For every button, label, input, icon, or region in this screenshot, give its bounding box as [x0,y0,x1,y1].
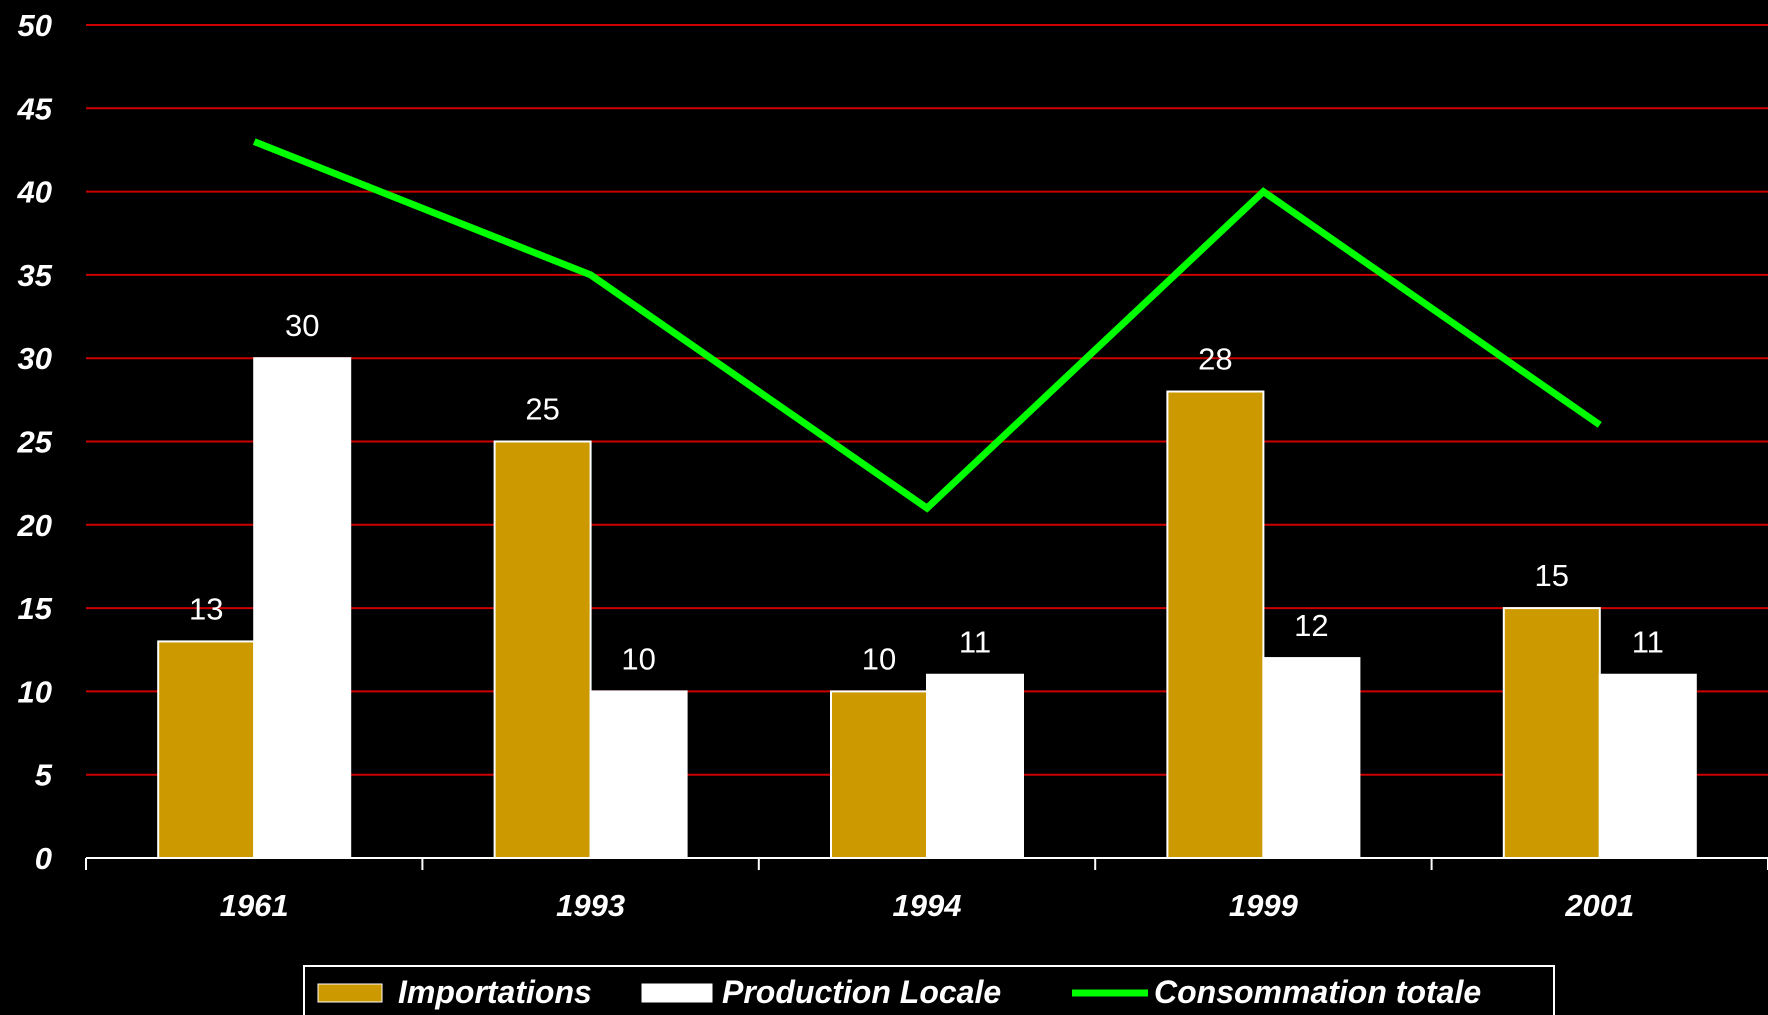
y-tick-label: 40 [17,175,52,210]
data-label: 12 [1294,608,1328,643]
bar [1598,673,1697,859]
line-series-path [252,138,1602,513]
y-tick-label: 15 [18,591,53,626]
legend-label-production-locale: Production Locale [722,974,1001,1010]
legend-label-importations: Importations [398,974,592,1010]
x-tick-label: 1994 [893,888,962,923]
data-label: 10 [621,641,655,676]
data-label: 30 [285,308,319,343]
bar [493,440,592,859]
legend-swatch-production-locale [641,983,713,1003]
data-label: 28 [1198,342,1232,377]
bar [589,690,688,860]
bars [157,357,1697,860]
bar [253,357,352,859]
data-label: 10 [862,641,896,676]
data-label: 13 [189,591,223,626]
bar [1166,390,1265,859]
bar [1502,607,1601,859]
x-tick-label: 1961 [220,888,289,923]
y-tick-label: 45 [17,91,53,126]
y-tick-label: 5 [35,758,53,793]
grid-lines [86,24,1768,776]
bar [926,673,1024,859]
x-tick-label: 1993 [556,888,625,923]
y-tick-label: 35 [18,258,53,293]
legend-label-consommation-totale: Consommation totale [1154,974,1481,1010]
y-tick-label: 50 [18,8,52,43]
data-label: 25 [525,392,559,427]
y-tick-label: 10 [18,674,52,709]
data-label: 11 [1632,625,1664,660]
y-tick-label: 25 [17,425,53,460]
x-tick-label: 2001 [1564,888,1634,923]
bar [830,690,928,860]
legend-box [303,965,1555,1015]
y-tick-label: 30 [18,341,52,376]
legend-swatch-importations [317,983,383,1003]
line-series [252,138,1602,513]
data-label: 11 [959,625,991,660]
data-label: 15 [1535,558,1569,593]
bar [1262,657,1361,860]
x-tick-label: 1999 [1229,888,1299,923]
legend: Importations Production Locale Consommat… [303,965,1555,1015]
y-tick-label: 20 [17,508,52,543]
y-tick-label: 0 [35,841,52,876]
data-labels: 13 25 10 28 15 30 10 11 12 11 [189,308,1664,676]
bar [157,640,256,859]
